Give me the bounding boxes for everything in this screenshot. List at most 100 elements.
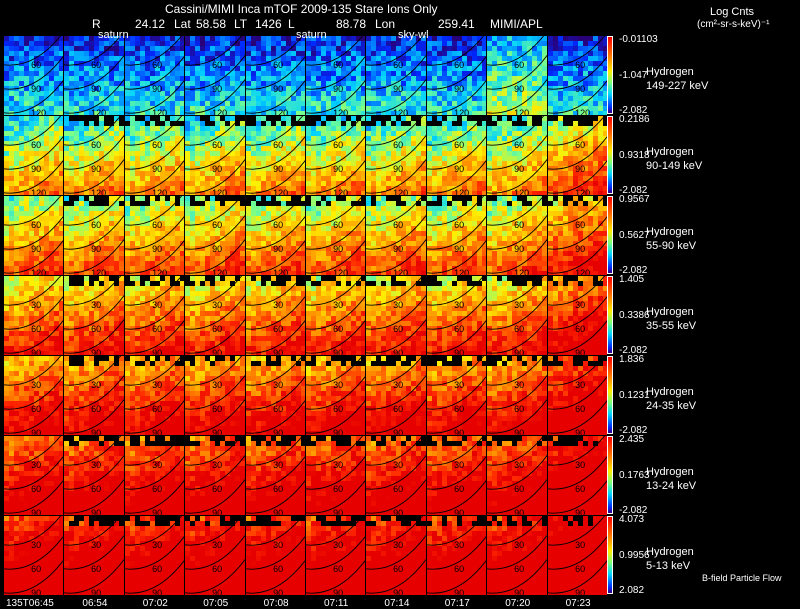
contour-label: 90 (514, 164, 524, 174)
contour-label: 60 (212, 60, 222, 70)
sky-image-cell: 60 90 120 (426, 36, 487, 115)
contour-label: 90 (31, 588, 41, 595)
sky-image-cell: 30 60 90 (426, 276, 487, 355)
contour-label: 90 (92, 244, 102, 254)
colorbar-max: 0.9567 (619, 194, 650, 205)
contour-label: 90 (31, 244, 41, 254)
colorbar (607, 356, 613, 434)
contour-label: 60 (152, 324, 162, 334)
sky-image-cell: 30 60 90 (306, 356, 366, 435)
colorbar-min: -2.082 (619, 505, 648, 516)
contour-label: 120 (212, 268, 227, 275)
contour-label: 60 (273, 324, 283, 334)
sky-image-cell: 60 90 120 (366, 116, 426, 195)
time-label: 07:17 (444, 598, 470, 609)
contour-label: 120 (394, 268, 409, 275)
sky-image-cell: 60 90 120 (306, 116, 366, 195)
contour-label: 30 (575, 460, 585, 470)
time-label: 07:14 (384, 598, 410, 609)
contour-label: 60 (212, 220, 222, 230)
sky-image-cell: 60 90 120 (245, 196, 305, 275)
contour-label: 90 (333, 84, 343, 94)
contour-label: 60 (92, 60, 102, 70)
contour-label: 90 (454, 84, 464, 94)
contour-label: 120 (394, 188, 409, 195)
contour-label: 60 (514, 404, 524, 414)
contour-label: 30 (514, 460, 524, 470)
sky-image-cell: 30 60 90 (124, 356, 185, 435)
sky-image-cell: 30 60 90 (366, 276, 426, 355)
contour-label: 60 (31, 484, 41, 494)
species-label: Hydrogen (646, 386, 694, 398)
contour-label: 90 (212, 348, 222, 355)
time-label: 07:08 (263, 598, 289, 609)
sky-image-cell: 30 60 90 (4, 516, 64, 595)
colorbar-min: -2.082 (619, 185, 648, 196)
contour-label: 90 (273, 428, 283, 435)
contour-label: 60 (152, 404, 162, 414)
sky-image-cell: 30 60 90 (366, 356, 426, 435)
contour-label: 60 (514, 484, 524, 494)
contour-label: 60 (31, 404, 41, 414)
sky-image-cell: 60 90 120 (4, 196, 64, 275)
contour-label: 60 (212, 404, 222, 414)
sky-image-cell: 30 60 90 (245, 276, 305, 355)
contour-label: 60 (394, 484, 404, 494)
sky-image-cell: 30 60 90 (426, 436, 487, 515)
sky-image-cell: 30 60 90 (426, 516, 487, 595)
contour-label: 60 (31, 564, 41, 574)
contour-label: 60 (333, 220, 343, 230)
contour-label: 30 (152, 540, 162, 550)
contour-label: 60 (152, 564, 162, 574)
contour-label: 60 (31, 140, 41, 150)
contour-label: 90 (454, 508, 464, 515)
sky-image-cell: 60 90 120 (245, 116, 305, 195)
contour-label: 90 (92, 508, 102, 515)
contour-label: 30 (152, 460, 162, 470)
contour-label: 90 (454, 164, 464, 174)
contour-label: 90 (333, 508, 343, 515)
sky-image-cell: 30 60 90 (547, 276, 607, 355)
contour-label: 120 (575, 268, 590, 275)
contour-label: 90 (454, 428, 464, 435)
contour-label: 90 (212, 244, 222, 254)
contour-label: 30 (394, 300, 404, 310)
contour-label: 120 (31, 268, 46, 275)
sky-image-cell: 30 60 90 (547, 436, 607, 515)
contour-label: 120 (394, 108, 409, 115)
contour-label: 60 (273, 564, 283, 574)
energy-range-label: 24-35 keV (646, 400, 697, 412)
sky-image-cell: 30 60 90 (245, 356, 305, 435)
sky-image-cell: 60 90 120 (64, 116, 124, 195)
contour-label: 60 (212, 484, 222, 494)
colorbar-max: -0.01103 (619, 34, 658, 45)
contour-label: 90 (92, 428, 102, 435)
sky-image-cell: 30 60 90 (4, 436, 64, 515)
contour-label: 90 (92, 164, 102, 174)
contour-label: 90 (514, 428, 524, 435)
contour-label: 60 (92, 220, 102, 230)
contour-label: 30 (575, 300, 585, 310)
contour-label: 90 (454, 588, 464, 595)
sky-image-cell: 60 90 120 (547, 36, 607, 115)
contour-label: 120 (454, 268, 469, 275)
contour-label: 90 (394, 348, 404, 355)
contour-label: 120 (273, 268, 288, 275)
contour-label: 30 (152, 300, 162, 310)
contour-label: 60 (212, 324, 222, 334)
contour-label: 90 (514, 244, 524, 254)
contour-label: 90 (514, 588, 524, 595)
contour-label: 90 (273, 84, 283, 94)
contour-label: 30 (454, 540, 464, 550)
colorbar-max: 4.073 (619, 514, 645, 525)
contour-label: 90 (394, 428, 404, 435)
colorbar (607, 516, 613, 594)
contour-label: 90 (575, 164, 585, 174)
contour-label: 60 (394, 404, 404, 414)
sky-image-cell: 30 60 90 (366, 436, 426, 515)
sky-image-cell: 60 90 120 (426, 116, 487, 195)
contour-label: 60 (92, 324, 102, 334)
contour-label: 120 (514, 268, 529, 275)
sky-image-cell: 30 60 90 (366, 516, 426, 595)
contour-label: 60 (394, 140, 404, 150)
